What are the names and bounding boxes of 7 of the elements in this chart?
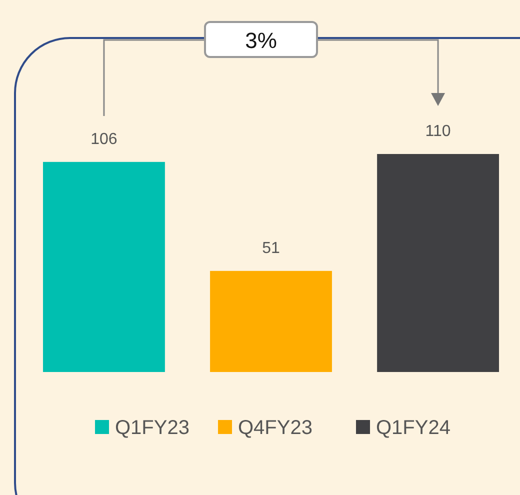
text: 3% xyxy=(245,28,277,53)
data-label: 51 xyxy=(262,240,280,257)
data-label: 106 xyxy=(90,130,118,148)
legend-label: Q4FY23 xyxy=(238,417,312,439)
data-label: 110 xyxy=(425,123,451,140)
legend-label: Q1FY24 xyxy=(376,417,450,439)
legend-label: Q1FY23 xyxy=(115,417,190,439)
